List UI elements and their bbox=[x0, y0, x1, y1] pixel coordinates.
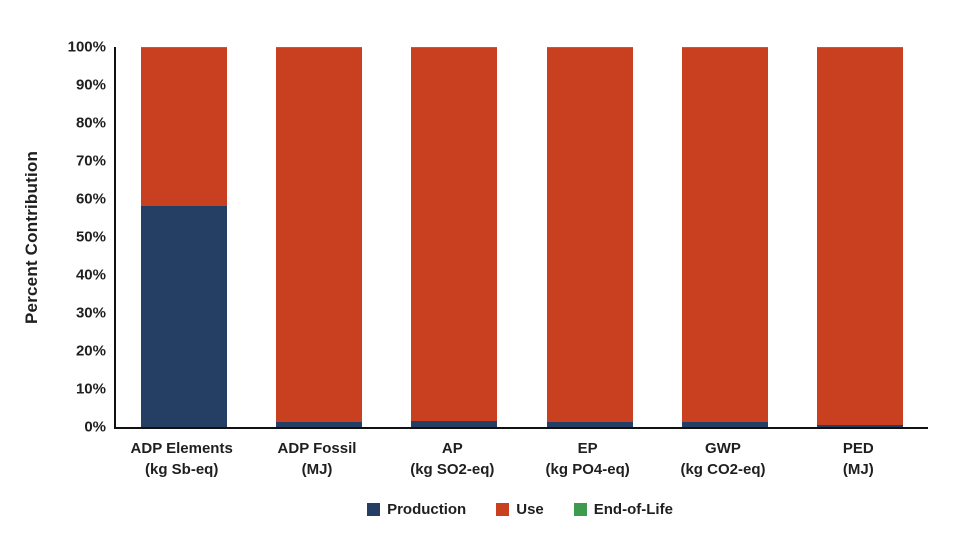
y-tick: 70% bbox=[75, 152, 106, 170]
y-tick: 50% bbox=[75, 228, 106, 246]
x-axis-label-line: (kg PO4-eq) bbox=[545, 461, 630, 478]
x-axis-label: AP (kg SO2-eq) bbox=[385, 438, 520, 480]
bar-segment-use bbox=[817, 48, 904, 425]
x-axis-label: PED (MJ) bbox=[791, 438, 926, 480]
bar-segment-end-of-life bbox=[681, 47, 768, 49]
x-axis-label-line: (kg Sb-eq) bbox=[144, 461, 219, 478]
legend-item: Production bbox=[367, 501, 466, 518]
legend-label: Use bbox=[516, 501, 544, 518]
x-axis-label-line: GWP bbox=[705, 440, 741, 457]
bar-band bbox=[793, 47, 928, 427]
y-tick: 90% bbox=[75, 76, 106, 94]
bar-stack bbox=[275, 47, 362, 427]
bar-segment-production bbox=[140, 205, 227, 427]
x-axis-label: ADP Fossil (MJ) bbox=[249, 438, 384, 480]
y-tick: 30% bbox=[75, 304, 106, 322]
x-axis-label-line: ADP Elements bbox=[130, 440, 233, 457]
bar-segment-end-of-life bbox=[546, 47, 633, 49]
bar-stack bbox=[411, 47, 498, 427]
y-tick: 60% bbox=[75, 190, 106, 208]
bar-band bbox=[251, 47, 386, 427]
x-axis-label-line: EP bbox=[577, 440, 598, 457]
bar-segment-production bbox=[546, 422, 633, 427]
y-tick: 100% bbox=[67, 38, 106, 56]
bar-segment-use bbox=[681, 48, 768, 423]
bar-segment-use bbox=[275, 48, 362, 423]
bar-band bbox=[657, 47, 792, 427]
bar-stack bbox=[546, 47, 633, 427]
bar-band bbox=[116, 47, 251, 427]
y-tick: 80% bbox=[75, 114, 106, 132]
x-axis-label: EP (kg PO4-eq) bbox=[520, 438, 655, 480]
bar-segment-production bbox=[681, 422, 768, 427]
legend-item: Use bbox=[496, 501, 544, 518]
x-axis-label: GWP (kg CO2-eq) bbox=[655, 438, 790, 480]
legend: Production Use End-of-Life bbox=[114, 501, 926, 518]
bar-segment-production bbox=[275, 422, 362, 427]
legend-label: Production bbox=[387, 501, 467, 518]
x-axis-label-line: AP bbox=[441, 440, 463, 457]
y-axis-title: Percent Contribution bbox=[22, 150, 41, 324]
bar-stack bbox=[140, 47, 227, 427]
y-tick: 20% bbox=[75, 342, 106, 360]
bar-segment-use bbox=[411, 48, 498, 421]
x-axis-label-line: (MJ) bbox=[842, 461, 874, 478]
bar-segment-production bbox=[411, 420, 498, 427]
y-axis-ticks: 100% 90% 80% 70% 60% 50% 40% 30% 20% 10% 0% bbox=[48, 39, 106, 436]
bar-stack bbox=[681, 47, 768, 427]
bar-segment-end-of-life bbox=[817, 47, 904, 49]
bar-band bbox=[387, 47, 522, 427]
legend-swatch-icon bbox=[367, 503, 381, 516]
y-tick: 40% bbox=[75, 266, 106, 284]
x-axis-label-line: (kg CO2-eq) bbox=[680, 461, 766, 478]
x-axis-label-line: PED bbox=[842, 440, 874, 457]
y-tick: 0% bbox=[84, 418, 106, 436]
bars-container bbox=[116, 47, 928, 427]
legend-swatch-icon bbox=[573, 503, 587, 516]
legend-item: End-of-Life bbox=[573, 501, 673, 518]
plot-area bbox=[114, 47, 928, 429]
bar-segment-end-of-life bbox=[275, 47, 362, 49]
bar-band bbox=[522, 47, 657, 427]
bar-segment-use bbox=[546, 48, 633, 423]
bar-segment-end-of-life bbox=[140, 47, 227, 49]
legend-swatch-icon bbox=[496, 503, 510, 516]
bar-segment-production bbox=[817, 424, 904, 427]
x-axis-label-line: (MJ) bbox=[301, 461, 333, 478]
x-axis-label-line: (kg SO2-eq) bbox=[410, 461, 495, 478]
legend-label: End-of-Life bbox=[593, 501, 673, 518]
x-axis-label-line: ADP Fossil bbox=[277, 440, 357, 457]
bar-segment-use bbox=[140, 48, 227, 206]
bar-segment-end-of-life bbox=[411, 47, 498, 49]
y-tick: 10% bbox=[75, 380, 106, 398]
bar-stack bbox=[817, 47, 904, 427]
x-axis-label: ADP Elements (kg Sb-eq) bbox=[114, 438, 249, 480]
x-axis-labels: ADP Elements (kg Sb-eq) ADP Fossil (MJ) AP (k… bbox=[114, 438, 926, 480]
